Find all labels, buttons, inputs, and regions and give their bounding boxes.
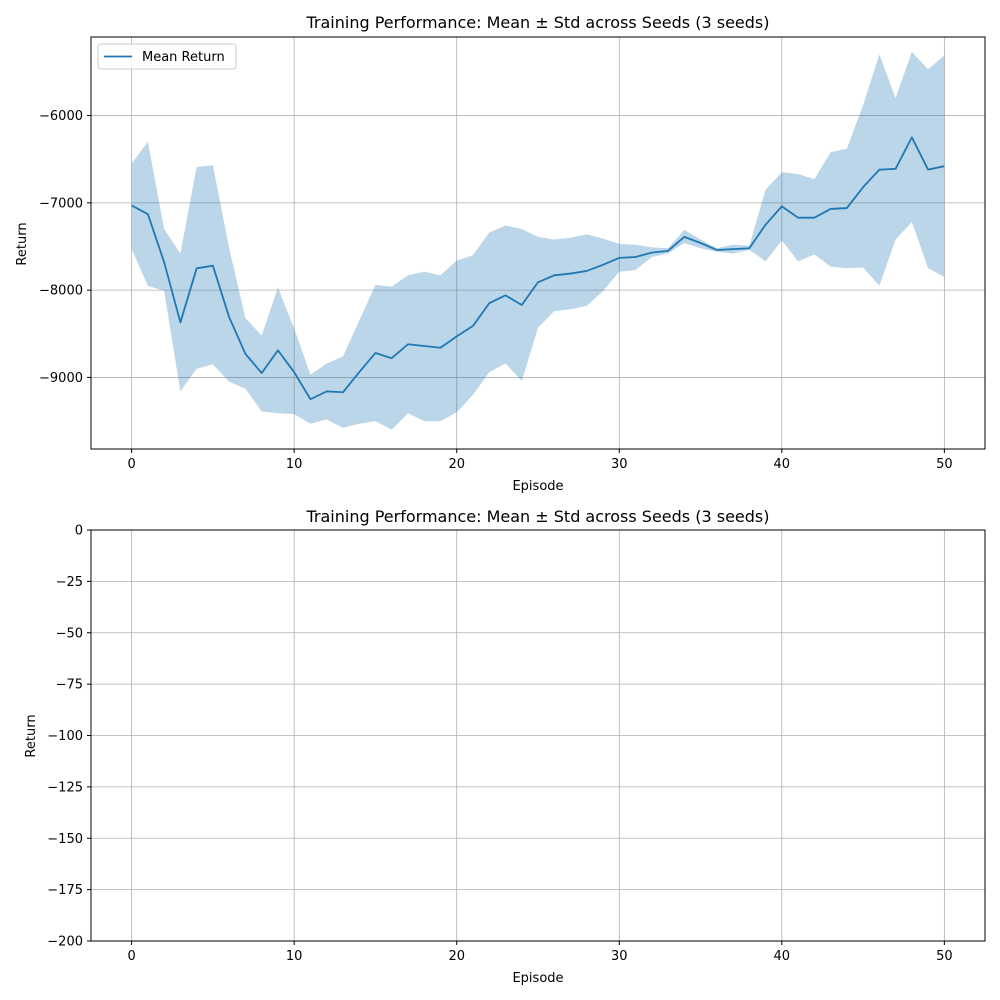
top-mean-line — [131, 136, 945, 401]
top-y-tick-label: −8000 — [39, 284, 83, 299]
chart-top-xlabel: Episode — [512, 479, 563, 494]
bottom-y-tick-label: −100 — [47, 729, 83, 744]
bottom-x-tick-label: 40 — [774, 949, 791, 964]
top-x-tick-label: 50 — [936, 457, 953, 472]
chart-top-title: Training Performance: Mean ± Std across … — [306, 13, 770, 32]
top-y-tick-label: −6000 — [39, 109, 83, 124]
top-x-tick-label: 10 — [286, 457, 303, 472]
bottom-y-tick-label: −150 — [47, 832, 83, 847]
top-y-tick-label: −9000 — [39, 371, 83, 386]
bottom-y-tick-label: −200 — [47, 935, 83, 950]
top-std-band — [131, 51, 945, 430]
top-axes-frame — [90, 36, 986, 450]
chart-bottom-ylabel: Return — [24, 714, 39, 757]
bottom-x-tick-label: 0 — [127, 949, 135, 964]
bottom-x-tick-label: 30 — [611, 949, 628, 964]
chart-bottom-title: Training Performance: Mean ± Std across … — [306, 507, 770, 526]
bottom-y-tick-label: −50 — [56, 626, 83, 641]
top-legend-box — [97, 43, 237, 70]
bottom-y-tick-label: −125 — [47, 780, 83, 795]
bottom-x-tick-label: 20 — [448, 949, 465, 964]
chart-top: 0 10 20 30 40 50 −9000 −8000 −7000 −6000 Mean Retu… — [39, 36, 986, 472]
top-legend-label: Mean Return — [142, 50, 225, 65]
top-x-tick-label: 30 — [611, 457, 628, 472]
bottom-y-tick-label: −175 — [47, 883, 83, 898]
top-y-tick-label: −7000 — [39, 196, 83, 211]
bottom-x-tick-label: 10 — [286, 949, 303, 964]
top-x-tick-label: 0 — [127, 457, 135, 472]
chart-top-ylabel: Return — [15, 222, 30, 265]
top-x-tick-label: 20 — [448, 457, 465, 472]
chart-bottom: 0 10 20 30 40 50 −200 −175 −150 −125 −100 −75 −50 −25… — [47, 524, 986, 964]
bottom-x-tick-label: 50 — [936, 949, 953, 964]
bottom-y-tick-label: 0 — [75, 524, 83, 539]
bottom-y-tick-label: −25 — [56, 575, 83, 590]
chart-bottom-xlabel: Episode — [512, 971, 563, 986]
top-x-tick-label: 40 — [774, 457, 791, 472]
bottom-y-tick-label: −75 — [56, 678, 83, 693]
